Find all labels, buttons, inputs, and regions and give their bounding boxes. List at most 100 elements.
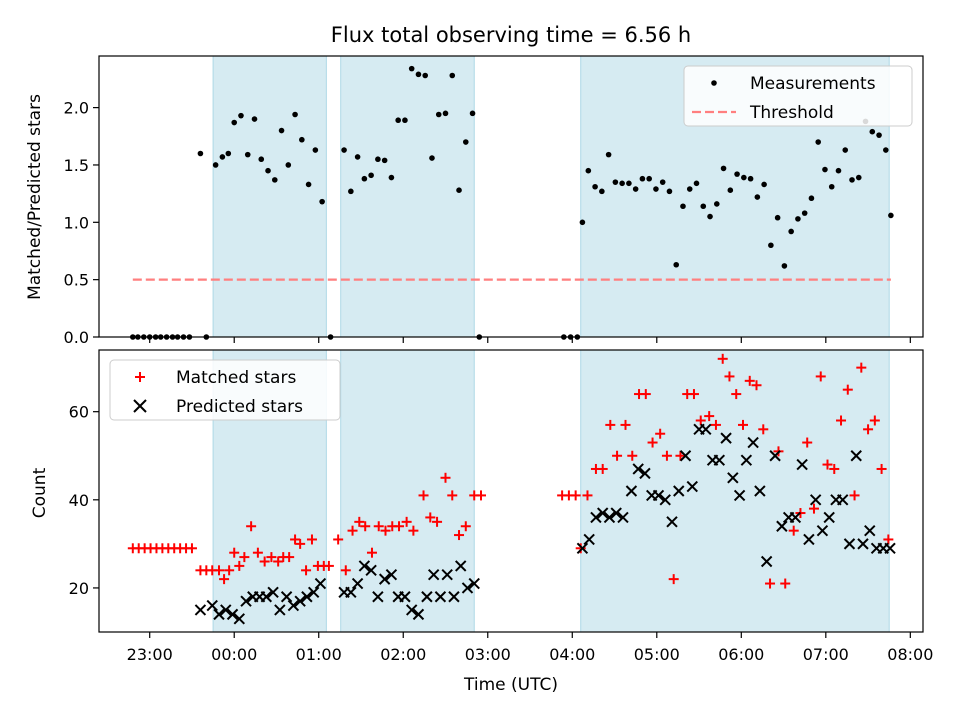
- top-legend-box: [683, 65, 913, 127]
- measurement-point: [381, 157, 388, 164]
- matched-star-point: [856, 362, 867, 373]
- matched-star-point: [366, 547, 377, 558]
- x-axis-label: Time (UTC): [463, 675, 558, 695]
- measurement-point: [408, 65, 415, 72]
- measurement-point: [842, 147, 849, 153]
- predicted-star-point: [314, 577, 327, 590]
- matched-star-point: [788, 525, 799, 536]
- predicted-star-point: [441, 569, 453, 581]
- predicted-star-point: [720, 432, 732, 444]
- predicted-star-point: [378, 573, 391, 585]
- matched-star-point: [475, 490, 486, 501]
- predicted-star-point: [260, 591, 273, 603]
- measurement-point: [599, 188, 605, 195]
- predicted-star-point: [679, 450, 692, 462]
- predicted-star-point: [776, 520, 788, 532]
- matched-star-point: [780, 578, 791, 589]
- measurement-point: [788, 228, 794, 235]
- matched-star-point: [290, 534, 301, 545]
- matched-star-point: [447, 490, 458, 501]
- predicted-star-point: [434, 591, 447, 603]
- predicted-star-point: [267, 586, 279, 599]
- matched-star-point: [724, 371, 735, 382]
- matched-star-point: [219, 574, 230, 585]
- predicted-star-point: [468, 577, 480, 590]
- predicted-star-point: [754, 485, 766, 497]
- matched-star-point: [640, 389, 651, 400]
- measurement-point: [456, 187, 462, 193]
- measurement-point: [632, 186, 639, 192]
- measurement-point: [754, 194, 761, 200]
- matched-star-point: [582, 490, 593, 501]
- measurement-point: [815, 139, 822, 145]
- predicted-star-point: [220, 604, 232, 616]
- measurement-point: [278, 127, 285, 134]
- top-y-tick-label: 1.5: [64, 156, 89, 175]
- measurement-point: [673, 261, 680, 268]
- measurement-point: [368, 172, 374, 179]
- legend-label: Matched stars: [176, 368, 296, 388]
- matched-star-point: [808, 503, 819, 514]
- matched-star-point: [605, 419, 616, 430]
- matched-star-point: [695, 415, 706, 426]
- measurement-point: [734, 171, 740, 177]
- predicted-star-point: [287, 599, 300, 612]
- matched-star-point: [655, 428, 666, 439]
- bottom-shaded-window-1: [340, 349, 475, 633]
- measurement-point: [292, 111, 298, 118]
- measurement-point: [855, 174, 862, 181]
- measurement-point: [258, 156, 265, 163]
- measurement-point: [795, 216, 801, 222]
- bottom-legend-box: [109, 359, 341, 421]
- matched-star-point: [460, 521, 471, 532]
- measurement-point: [429, 155, 435, 161]
- predicted-star-point: [345, 586, 357, 599]
- matched-star-point: [432, 516, 443, 527]
- matched-star-point: [731, 389, 742, 400]
- measurement-point: [835, 167, 842, 174]
- matched-star-point: [425, 512, 436, 523]
- measurement-point: [585, 167, 592, 174]
- bottom-legend: Matched stars Predicted stars: [109, 359, 341, 421]
- matched-star-point: [454, 530, 465, 541]
- measurement-point: [579, 219, 586, 226]
- measurement-point: [305, 181, 312, 188]
- predicted-star-point: [301, 591, 313, 603]
- legend-label: Predicted stars: [176, 397, 303, 417]
- predicted-star-point: [673, 485, 685, 497]
- measurement-point: [435, 111, 442, 118]
- measurement-point: [727, 187, 734, 193]
- bottom-axes-frame: [98, 349, 924, 633]
- matched-star-point: [295, 538, 306, 549]
- matched-star-point: [234, 560, 245, 571]
- bottom-x-tick-label: 04:00: [549, 645, 595, 664]
- matched-star-point: [186, 543, 197, 554]
- measurement-point: [299, 136, 305, 143]
- matched-star-point: [620, 419, 631, 430]
- measurement-point: [462, 139, 469, 145]
- predicted-star-point: [583, 533, 595, 546]
- matched-star-point: [266, 552, 277, 563]
- measurement-point: [271, 177, 278, 183]
- predicted-star-point: [461, 582, 474, 594]
- predicted-star-point: [740, 454, 753, 466]
- measurement-point: [219, 154, 226, 160]
- predicted-star-point: [448, 591, 460, 603]
- matched-star-point: [688, 389, 699, 400]
- measurement-point: [348, 188, 354, 195]
- predicted-star-point: [686, 480, 698, 493]
- measurement-point: [747, 175, 754, 182]
- predicted-star-point: [652, 489, 665, 502]
- predicted-star-point: [226, 608, 239, 621]
- predicted-star-point: [713, 454, 726, 466]
- bottom-y-tick-label: 20: [69, 579, 89, 598]
- predicted-star-point: [412, 608, 425, 621]
- measurement-point: [402, 117, 408, 124]
- bottom-y-axis-label: Count: [30, 467, 50, 518]
- predicted-star-point: [666, 516, 678, 528]
- matched-star-point: [373, 521, 384, 532]
- bottom-x-tick-label: 02:00: [380, 645, 426, 664]
- measurement-point: [375, 156, 381, 163]
- matched-star-point: [323, 560, 334, 571]
- predicted-star-point: [632, 463, 644, 475]
